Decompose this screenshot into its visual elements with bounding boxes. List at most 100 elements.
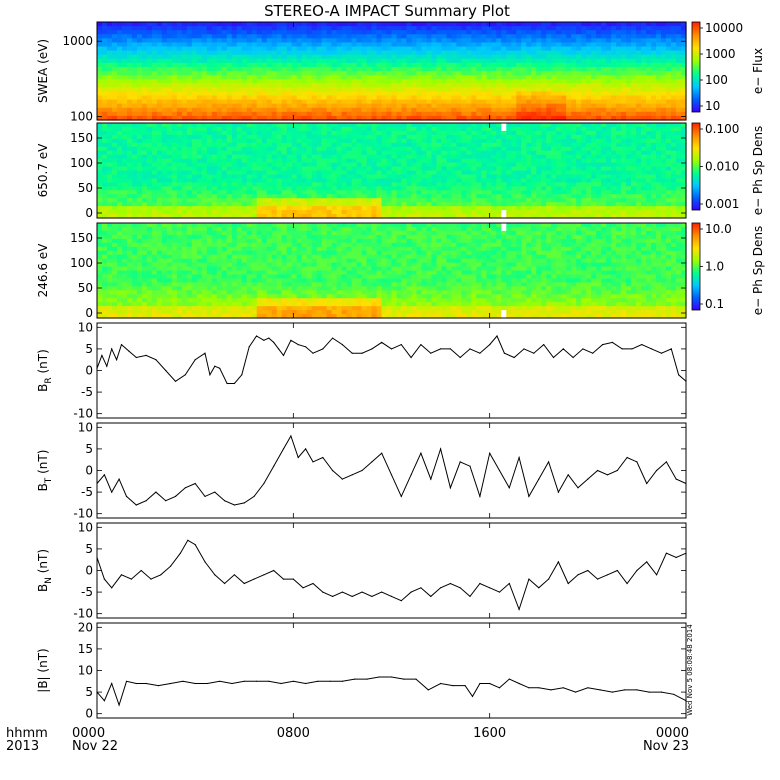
bmag-data-point bbox=[390, 676, 393, 678]
bmag-data-point bbox=[550, 689, 552, 691]
bmag-data-point bbox=[96, 691, 98, 693]
bn-data-point bbox=[273, 569, 275, 572]
bmag-ytick-label: 10 bbox=[78, 664, 93, 678]
bt-data-point bbox=[626, 456, 628, 459]
br-data-point bbox=[194, 359, 196, 361]
bn-data-point bbox=[140, 569, 142, 572]
bt-data-point bbox=[469, 465, 471, 467]
bn-data-point bbox=[557, 561, 560, 563]
bt-ytick-label: -5 bbox=[81, 485, 93, 499]
bt-data-point bbox=[459, 461, 461, 463]
bt-ytick-label: 0 bbox=[85, 464, 93, 478]
br-data-point bbox=[165, 369, 167, 372]
bn-data-point bbox=[120, 574, 123, 576]
br-data-point bbox=[543, 344, 545, 346]
bt-data-point bbox=[498, 469, 501, 472]
bn-data-point bbox=[160, 574, 162, 576]
pad650-ytick-label: 100 bbox=[70, 156, 93, 170]
pad246-colorbar-tick-label: 1.0 bbox=[705, 260, 724, 274]
br-data-point bbox=[226, 382, 228, 385]
bn-data-point bbox=[479, 582, 481, 585]
bt-data-point bbox=[577, 487, 579, 489]
bmag-data-point bbox=[292, 680, 294, 682]
bn-data-point bbox=[675, 556, 677, 559]
panel-bn: 10 5 0 -5 -10 BN (nT) bbox=[36, 520, 687, 621]
bn-data-point bbox=[103, 578, 105, 580]
bn-data-point bbox=[282, 578, 285, 580]
br-data-point bbox=[263, 339, 265, 341]
x-tick-label: 0800 bbox=[277, 726, 310, 741]
x-tick-label: 0000 bbox=[656, 726, 689, 741]
bn-data-point bbox=[626, 582, 628, 585]
bn-data-point bbox=[233, 574, 235, 576]
x-date-label: Nov 23 bbox=[643, 739, 689, 754]
time-axis-unit: hhmm bbox=[6, 726, 48, 741]
br-data-point bbox=[489, 344, 491, 346]
bmag-data-point bbox=[575, 691, 577, 693]
x-tick-label: 0000 bbox=[72, 726, 105, 741]
pad650-spectrogram-image bbox=[97, 123, 687, 219]
bt-data-point bbox=[371, 461, 373, 463]
bmag-data-point bbox=[255, 680, 258, 682]
bn-data-point bbox=[187, 539, 189, 541]
br-data-point bbox=[268, 337, 270, 339]
bmag-data-point bbox=[440, 682, 442, 685]
bmag-data-point bbox=[403, 678, 405, 680]
br-data-point bbox=[631, 348, 633, 350]
bt-data-point bbox=[184, 487, 186, 489]
pad650-ytick-label: 0 bbox=[85, 206, 93, 220]
br-data-point bbox=[562, 348, 564, 350]
bt-data-point bbox=[312, 461, 314, 463]
pad246-ytick-label: 50 bbox=[78, 281, 93, 295]
br-data-point bbox=[582, 348, 584, 350]
bn-ytick-label: 10 bbox=[78, 520, 93, 534]
bt-data-point bbox=[430, 478, 432, 480]
pad246-frame bbox=[96, 222, 687, 319]
bn-data-point bbox=[489, 587, 491, 589]
bt-data-point bbox=[204, 495, 206, 497]
swea-colorbar-tick-label: 1000 bbox=[705, 47, 736, 61]
bt-data-point bbox=[351, 474, 353, 476]
br-data-point bbox=[273, 341, 275, 343]
bt-data-point bbox=[606, 474, 609, 476]
br-data-point bbox=[670, 348, 672, 350]
bt-data-point bbox=[528, 495, 530, 497]
bmag-data-point bbox=[464, 685, 466, 687]
swea-colorbar-label: e− Flux bbox=[751, 48, 765, 94]
bmag-data-point bbox=[415, 678, 417, 680]
bn-data-point bbox=[204, 561, 206, 563]
br-data-point bbox=[678, 374, 680, 376]
bt-data-point bbox=[214, 491, 216, 493]
pad246-spectrogram-image bbox=[97, 223, 687, 319]
bt-data-point bbox=[410, 474, 412, 476]
bt-data-point bbox=[290, 435, 292, 437]
bmag-data-point bbox=[562, 687, 564, 689]
bmag-data-point bbox=[636, 689, 638, 691]
bt-data-point bbox=[174, 495, 177, 497]
br-data-point bbox=[420, 344, 422, 346]
br-data-point bbox=[322, 348, 324, 350]
pad650-colorbar-label: e− Ph Sp Dens bbox=[751, 126, 765, 215]
bn-data-point bbox=[577, 574, 579, 576]
bn-data-point bbox=[685, 552, 687, 554]
br-data-point bbox=[128, 350, 130, 352]
bmag-data-point bbox=[111, 682, 113, 685]
br-data-point bbox=[219, 367, 221, 369]
br-data-point bbox=[523, 348, 525, 350]
bn-data-point bbox=[243, 582, 245, 585]
pad246-colorbar-tick-label: 10.0 bbox=[705, 222, 732, 236]
br-ytick-label: 10 bbox=[78, 320, 93, 334]
bn-data-point bbox=[381, 591, 383, 593]
bmag-data-point bbox=[528, 687, 530, 689]
bt-data-point bbox=[305, 448, 307, 450]
bn-data-point bbox=[194, 544, 196, 546]
br-data-point bbox=[361, 352, 363, 354]
bmag-data-point bbox=[685, 700, 687, 702]
bt-data-point bbox=[253, 495, 255, 497]
panel-bmag: 20 15 10 5 0 |B| (nT) bbox=[36, 620, 687, 721]
bn-data-point bbox=[646, 561, 648, 563]
bmag-data-point bbox=[157, 685, 159, 687]
bmag-data-point bbox=[317, 680, 319, 682]
bmag-ytick-label: 20 bbox=[78, 620, 93, 634]
br-data-point bbox=[204, 352, 206, 354]
